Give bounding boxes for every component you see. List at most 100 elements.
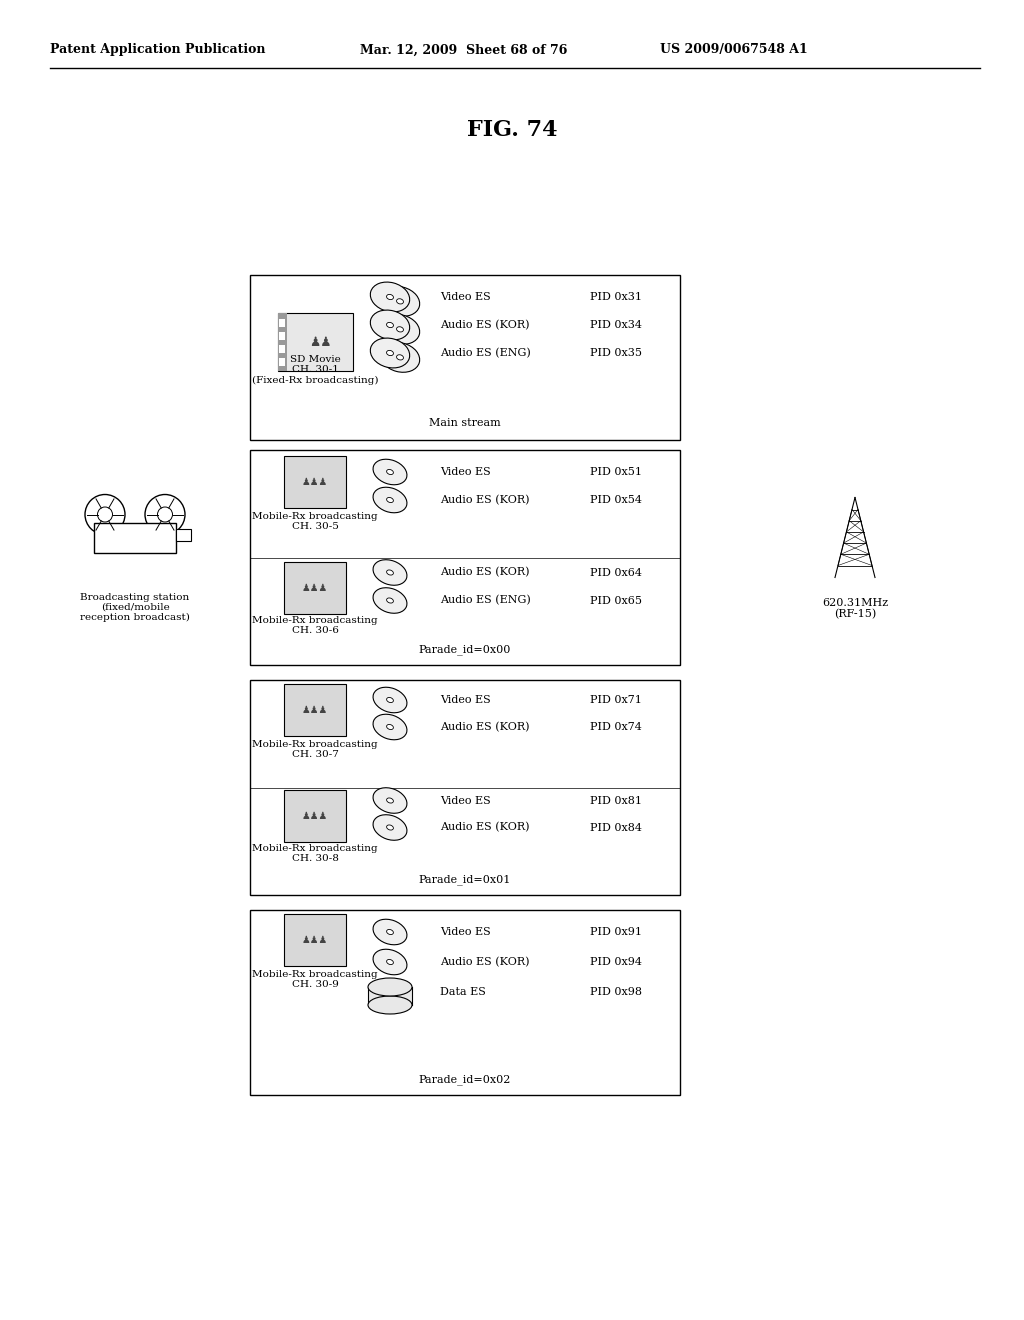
Text: PID 0x94: PID 0x94: [590, 957, 642, 968]
Text: 620.31MHz
(RF-15): 620.31MHz (RF-15): [822, 598, 888, 619]
Bar: [284, 684, 346, 737]
Ellipse shape: [371, 338, 410, 368]
Text: Patent Application Publication: Patent Application Publication: [50, 44, 265, 57]
Text: PID 0x84: PID 0x84: [590, 822, 642, 833]
Ellipse shape: [387, 570, 393, 576]
Ellipse shape: [387, 960, 393, 965]
Text: Video ES: Video ES: [440, 796, 490, 805]
Ellipse shape: [373, 788, 407, 813]
Ellipse shape: [373, 714, 407, 739]
Ellipse shape: [97, 507, 113, 521]
Text: PID 0x31: PID 0x31: [590, 292, 642, 302]
Text: Broadcasting station
(fixed/mobile
reception broadcast): Broadcasting station (fixed/mobile recep…: [80, 593, 189, 623]
Text: FIG. 74: FIG. 74: [467, 119, 557, 141]
Ellipse shape: [387, 498, 393, 503]
Text: PID 0x98: PID 0x98: [590, 987, 642, 997]
Ellipse shape: [158, 507, 172, 521]
Text: ♟♟♟: ♟♟♟: [302, 705, 328, 715]
Text: PID 0x74: PID 0x74: [590, 722, 642, 733]
Text: ♟♟: ♟♟: [309, 337, 331, 348]
Ellipse shape: [387, 697, 393, 702]
Bar: [368, 987, 412, 1005]
Ellipse shape: [380, 314, 420, 345]
Text: Parade_id=0x00: Parade_id=0x00: [419, 644, 511, 655]
Bar: [284, 789, 346, 842]
Text: Video ES: Video ES: [440, 467, 490, 477]
Text: PID 0x34: PID 0x34: [590, 319, 642, 330]
Ellipse shape: [373, 560, 407, 585]
Text: PID 0x71: PID 0x71: [590, 696, 642, 705]
Ellipse shape: [396, 298, 403, 304]
Bar: [278, 313, 352, 371]
Text: ♟♟♟: ♟♟♟: [302, 810, 328, 821]
Text: PID 0x91: PID 0x91: [590, 927, 642, 937]
Ellipse shape: [373, 814, 407, 841]
Ellipse shape: [85, 495, 125, 535]
Text: Mobile-Rx broadcasting
CH. 30-8: Mobile-Rx broadcasting CH. 30-8: [252, 843, 378, 863]
Bar: [279, 345, 285, 354]
Bar: [279, 318, 285, 326]
Bar: [284, 561, 346, 614]
Ellipse shape: [386, 294, 393, 300]
Ellipse shape: [373, 459, 407, 484]
Text: PID 0x51: PID 0x51: [590, 467, 642, 477]
Text: PID 0x54: PID 0x54: [590, 495, 642, 506]
Ellipse shape: [387, 725, 393, 730]
Text: Parade_id=0x02: Parade_id=0x02: [419, 1074, 511, 1085]
Text: Audio ES (KOR): Audio ES (KOR): [440, 822, 529, 833]
Bar: [284, 913, 346, 966]
Ellipse shape: [368, 997, 412, 1014]
Ellipse shape: [380, 286, 420, 317]
Ellipse shape: [396, 327, 403, 331]
Text: ♟♟♟: ♟♟♟: [302, 477, 328, 487]
Text: Main stream: Main stream: [429, 418, 501, 428]
Text: Audio ES (KOR): Audio ES (KOR): [440, 722, 529, 733]
Ellipse shape: [371, 282, 410, 312]
Text: Video ES: Video ES: [440, 292, 490, 302]
Text: Video ES: Video ES: [440, 696, 490, 705]
Ellipse shape: [396, 355, 403, 360]
Ellipse shape: [387, 799, 393, 803]
Bar: [250, 909, 680, 1096]
Bar: [278, 313, 287, 371]
Text: Audio ES (KOR): Audio ES (KOR): [440, 319, 529, 330]
Ellipse shape: [371, 310, 410, 341]
Bar: [94, 523, 176, 553]
Bar: [176, 528, 191, 540]
Text: Audio ES (KOR): Audio ES (KOR): [440, 957, 529, 968]
Text: Data ES: Data ES: [440, 987, 485, 997]
Ellipse shape: [145, 495, 185, 535]
Text: US 2009/0067548 A1: US 2009/0067548 A1: [660, 44, 808, 57]
Text: PID 0x64: PID 0x64: [590, 568, 642, 578]
Text: Audio ES (KOR): Audio ES (KOR): [440, 495, 529, 506]
Ellipse shape: [373, 487, 407, 512]
Bar: [250, 275, 680, 440]
Ellipse shape: [387, 929, 393, 935]
Ellipse shape: [387, 598, 393, 603]
Text: ♟♟♟: ♟♟♟: [302, 935, 328, 945]
Text: Mobile-Rx broadcasting
CH. 30-5: Mobile-Rx broadcasting CH. 30-5: [252, 512, 378, 532]
Text: Mar. 12, 2009  Sheet 68 of 76: Mar. 12, 2009 Sheet 68 of 76: [360, 44, 567, 57]
Text: PID 0x81: PID 0x81: [590, 796, 642, 805]
Text: Mobile-Rx broadcasting
CH. 30-9: Mobile-Rx broadcasting CH. 30-9: [252, 970, 378, 990]
Text: SD Movie
CH. 30-1
(Fixed-Rx broadcasting): SD Movie CH. 30-1 (Fixed-Rx broadcasting…: [252, 355, 378, 385]
Bar: [250, 680, 680, 895]
Text: PID 0x35: PID 0x35: [590, 348, 642, 358]
Text: Mobile-Rx broadcasting
CH. 30-7: Mobile-Rx broadcasting CH. 30-7: [252, 741, 378, 759]
Ellipse shape: [386, 350, 393, 355]
Text: Mobile-Rx broadcasting
CH. 30-6: Mobile-Rx broadcasting CH. 30-6: [252, 615, 378, 635]
Ellipse shape: [387, 470, 393, 475]
Text: Parade_id=0x01: Parade_id=0x01: [419, 874, 511, 884]
Ellipse shape: [386, 322, 393, 327]
Bar: [284, 455, 346, 508]
Ellipse shape: [387, 825, 393, 830]
Bar: [279, 359, 285, 367]
Text: Video ES: Video ES: [440, 927, 490, 937]
Text: ♟♟♟: ♟♟♟: [302, 582, 328, 593]
Ellipse shape: [368, 978, 412, 997]
Bar: [279, 331, 285, 339]
Ellipse shape: [373, 587, 407, 614]
Text: Audio ES (KOR): Audio ES (KOR): [440, 568, 529, 578]
Bar: [250, 450, 680, 665]
Ellipse shape: [380, 342, 420, 372]
